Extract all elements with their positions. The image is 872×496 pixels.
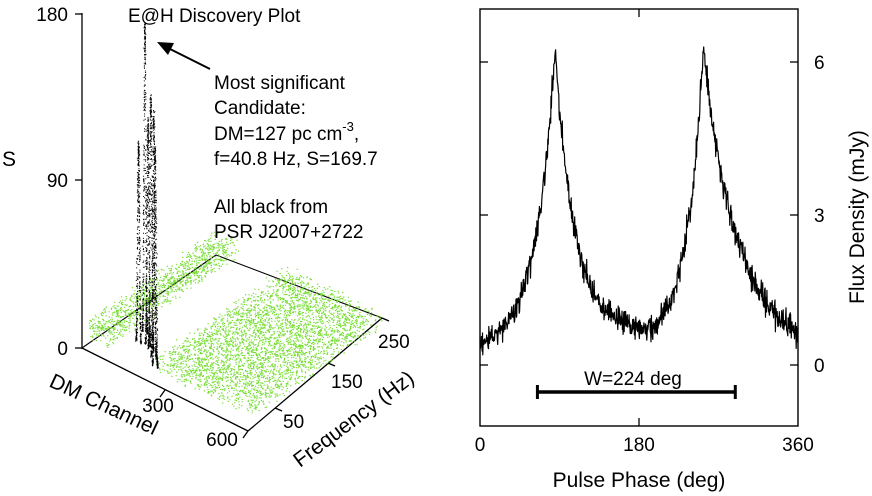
dm-tick-label-300: 300 xyxy=(142,396,174,417)
flux-tick-label-0: 0 xyxy=(814,356,825,377)
annotation-line-1: Most significant xyxy=(214,73,346,94)
flux-tick-label-6: 6 xyxy=(814,53,825,74)
dm-tick-300 xyxy=(159,389,166,398)
annotation-dm-text: DM=127 pc cm xyxy=(214,124,342,145)
freq-tick-label-150: 150 xyxy=(331,372,363,393)
flux-tick-label-3: 3 xyxy=(814,206,825,227)
note-line-2: PSR J2007+2722 xyxy=(214,222,363,243)
s-tick-label-90: 90 xyxy=(47,171,68,192)
freq-tick-label-50: 50 xyxy=(283,412,304,433)
pulsar-peak-1 xyxy=(141,23,149,335)
discovery-plot-panel: E@H Discovery Plot S 0 90 180 300 600 DM… xyxy=(2,5,419,472)
pulsar-peak-2 xyxy=(135,140,143,345)
freq-tick-50 xyxy=(274,407,283,412)
annotation-line-3: DM=127 pc cm-3, xyxy=(214,119,359,145)
floor-back-edge xyxy=(215,254,383,319)
s-tick-label-180: 180 xyxy=(36,5,68,26)
noise-candidates xyxy=(88,231,383,414)
pulse-width-label: W=224 deg xyxy=(584,369,682,390)
candidate-arrow-head xyxy=(157,42,174,55)
freq-tick-150 xyxy=(327,362,336,367)
annotation-dm-comma: , xyxy=(354,124,359,145)
dm-axis-line xyxy=(81,347,249,432)
s-tick-label-0: 0 xyxy=(57,339,68,360)
note-line-1: All black from xyxy=(214,197,328,218)
candidate-arrow-line xyxy=(167,47,211,70)
s-axis-label: S xyxy=(2,148,16,171)
pulsar-candidates xyxy=(135,23,159,369)
noise-candidate-points xyxy=(88,231,383,414)
freq-tick-label-250: 250 xyxy=(378,332,410,353)
profile-plot-frame xyxy=(479,8,799,427)
pulsar-peak-3 xyxy=(144,117,152,347)
phase-tick-label-180: 180 xyxy=(623,435,655,456)
dm-tick-label-600: 600 xyxy=(206,430,238,451)
pulse-profile-line xyxy=(479,46,799,356)
annotation-line-4: f=40.8 Hz, S=169.7 xyxy=(214,149,378,170)
phase-axis-label: Pulse Phase (deg) xyxy=(553,469,726,492)
annotation-dm-exponent: -3 xyxy=(342,119,354,134)
dm-tick-600 xyxy=(242,430,249,439)
phase-tick-label-0: 0 xyxy=(475,435,486,456)
phase-tick-label-360: 360 xyxy=(782,435,814,456)
flux-axis-label: Flux Density (mJy) xyxy=(846,130,869,304)
discovery-plot-title: E@H Discovery Plot xyxy=(128,6,301,27)
freq-tick-250 xyxy=(381,317,390,322)
pulse-profile-panel: 0 3 6 0 180 360 Pulse Phase (deg) Flux D… xyxy=(475,8,869,492)
pulsar-peak-6 xyxy=(151,146,159,369)
annotation-line-2: Candidate: xyxy=(214,98,306,119)
frequency-axis-line xyxy=(247,317,383,432)
